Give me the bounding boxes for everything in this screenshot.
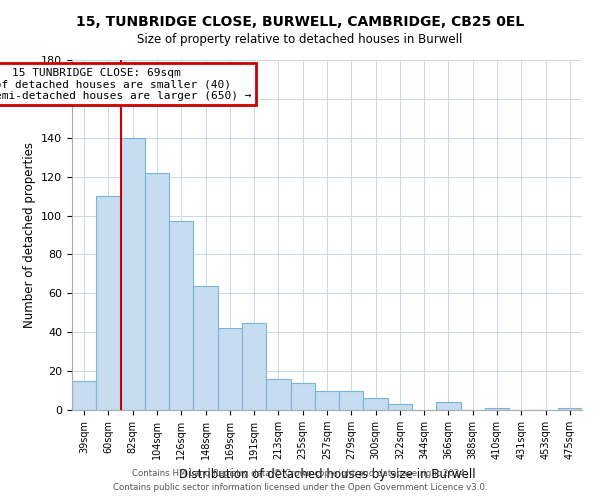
Bar [72,381,96,410]
Bar [485,408,509,410]
Bar [436,402,461,410]
Text: 15 TUNBRIDGE CLOSE: 69sqm
← 6% of detached houses are smaller (40)
94% of semi-d: 15 TUNBRIDGE CLOSE: 69sqm ← 6% of detach… [0,68,251,101]
Bar [242,322,266,410]
Bar [121,138,145,410]
Bar [169,222,193,410]
Bar [315,390,339,410]
Y-axis label: Number of detached properties: Number of detached properties [23,142,35,328]
Bar [339,390,364,410]
Bar [558,408,582,410]
Text: 15, TUNBRIDGE CLOSE, BURWELL, CAMBRIDGE, CB25 0EL: 15, TUNBRIDGE CLOSE, BURWELL, CAMBRIDGE,… [76,15,524,29]
Text: Contains public sector information licensed under the Open Government Licence v3: Contains public sector information licen… [113,484,487,492]
Bar [364,398,388,410]
Bar [290,383,315,410]
Bar [96,196,121,410]
Bar [218,328,242,410]
Text: Size of property relative to detached houses in Burwell: Size of property relative to detached ho… [137,32,463,46]
Text: Contains HM Land Registry data © Crown copyright and database right 2024.: Contains HM Land Registry data © Crown c… [132,468,468,477]
Bar [193,286,218,410]
X-axis label: Distribution of detached houses by size in Burwell: Distribution of detached houses by size … [179,468,475,480]
Bar [388,404,412,410]
Bar [266,379,290,410]
Bar [145,173,169,410]
